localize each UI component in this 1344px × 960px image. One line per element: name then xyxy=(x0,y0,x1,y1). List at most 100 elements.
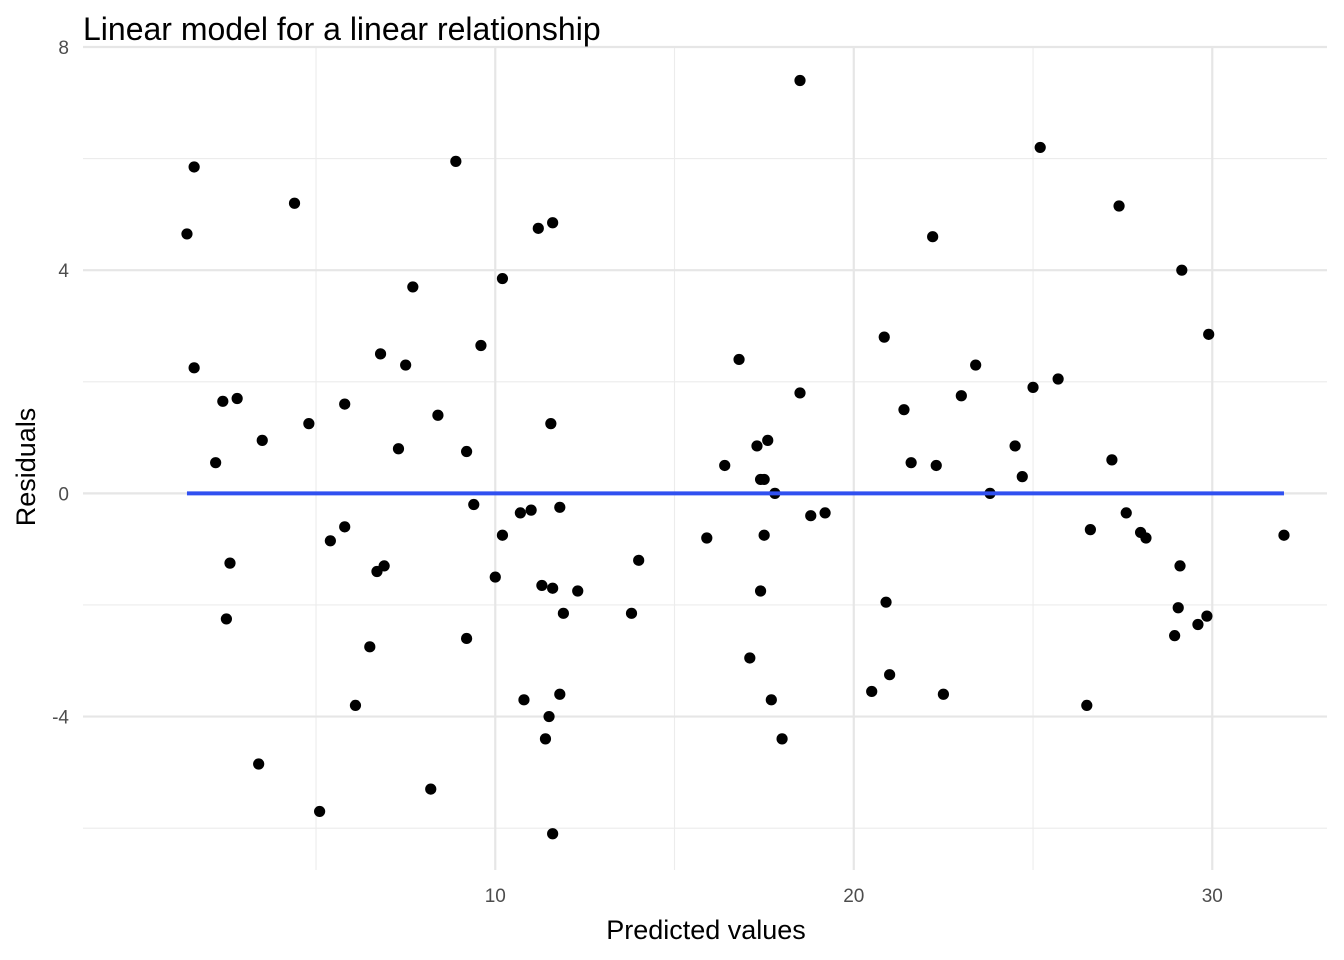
data-point xyxy=(475,340,486,351)
data-point xyxy=(554,502,565,513)
data-point xyxy=(189,362,200,373)
data-point xyxy=(898,404,909,415)
data-point xyxy=(744,652,755,663)
y-tick-label: 4 xyxy=(58,261,69,282)
data-point xyxy=(1085,524,1096,535)
data-point xyxy=(303,418,314,429)
data-point xyxy=(339,521,350,532)
data-point xyxy=(759,474,770,485)
data-point xyxy=(751,440,762,451)
data-point xyxy=(490,571,501,582)
data-point xyxy=(1192,619,1203,630)
data-point xyxy=(1081,700,1092,711)
data-point xyxy=(1140,532,1151,543)
tick-labels: 10 20 30 8 4 0 -4 xyxy=(52,38,1223,907)
data-point xyxy=(468,499,479,510)
data-point xyxy=(526,505,537,516)
data-point xyxy=(400,359,411,370)
data-point xyxy=(375,348,386,359)
data-point xyxy=(766,694,777,705)
data-point xyxy=(633,555,644,566)
data-point xyxy=(1169,630,1180,641)
data-point xyxy=(461,633,472,644)
data-point xyxy=(545,418,556,429)
data-point xyxy=(543,711,554,722)
data-point xyxy=(547,217,558,228)
data-point xyxy=(1173,602,1184,613)
data-point xyxy=(794,75,805,86)
data-point xyxy=(210,457,221,468)
data-point xyxy=(819,507,830,518)
data-point xyxy=(257,435,268,446)
data-point xyxy=(1113,200,1124,211)
minor-gridlines xyxy=(83,47,1327,870)
data-point xyxy=(1106,454,1117,465)
data-point xyxy=(701,532,712,543)
data-point xyxy=(880,597,891,608)
data-point xyxy=(518,694,529,705)
data-point xyxy=(540,733,551,744)
data-point xyxy=(189,161,200,172)
data-point xyxy=(1121,507,1132,518)
data-point xyxy=(497,273,508,284)
data-point xyxy=(1203,329,1214,340)
data-point xyxy=(536,580,547,591)
data-point xyxy=(533,223,544,234)
data-point xyxy=(626,608,637,619)
data-point xyxy=(1027,382,1038,393)
data-point xyxy=(232,393,243,404)
data-point xyxy=(253,758,264,769)
data-point xyxy=(407,281,418,292)
data-point xyxy=(1176,265,1187,276)
data-point xyxy=(794,387,805,398)
y-tick-label: 8 xyxy=(58,38,69,59)
data-point xyxy=(719,460,730,471)
data-point xyxy=(805,510,816,521)
data-point xyxy=(289,198,300,209)
data-point xyxy=(1010,440,1021,451)
data-point xyxy=(866,686,877,697)
residual-points xyxy=(181,75,1289,839)
data-point xyxy=(759,530,770,541)
data-point xyxy=(956,390,967,401)
data-point xyxy=(339,398,350,409)
x-tick-label: 30 xyxy=(1202,886,1223,907)
data-point xyxy=(572,585,583,596)
data-point xyxy=(884,669,895,680)
data-point xyxy=(970,359,981,370)
data-point xyxy=(181,228,192,239)
data-point xyxy=(425,783,436,794)
chart-title: Linear model for a linear relationship xyxy=(83,11,601,47)
data-point xyxy=(733,354,744,365)
data-point xyxy=(497,530,508,541)
data-point xyxy=(927,231,938,242)
data-point xyxy=(762,435,773,446)
data-point xyxy=(1201,611,1212,622)
data-point xyxy=(221,613,232,624)
data-point xyxy=(217,396,228,407)
data-point xyxy=(1017,471,1028,482)
x-tick-label: 10 xyxy=(485,886,506,907)
data-point xyxy=(432,410,443,421)
data-point xyxy=(1035,142,1046,153)
data-point xyxy=(1278,530,1289,541)
x-tick-label: 20 xyxy=(843,886,864,907)
data-point xyxy=(547,828,558,839)
data-point xyxy=(314,806,325,817)
x-axis-label: Predicted values xyxy=(606,915,806,945)
data-point xyxy=(224,558,235,569)
data-point xyxy=(776,733,787,744)
data-point xyxy=(1053,373,1064,384)
data-point xyxy=(515,507,526,518)
data-point xyxy=(325,535,336,546)
data-point xyxy=(938,689,949,700)
data-point xyxy=(450,156,461,167)
data-point xyxy=(554,689,565,700)
data-point xyxy=(379,560,390,571)
y-tick-label: -4 xyxy=(52,708,69,729)
data-point xyxy=(906,457,917,468)
y-tick-label: 0 xyxy=(58,484,69,505)
data-point xyxy=(350,700,361,711)
data-point xyxy=(1174,560,1185,571)
